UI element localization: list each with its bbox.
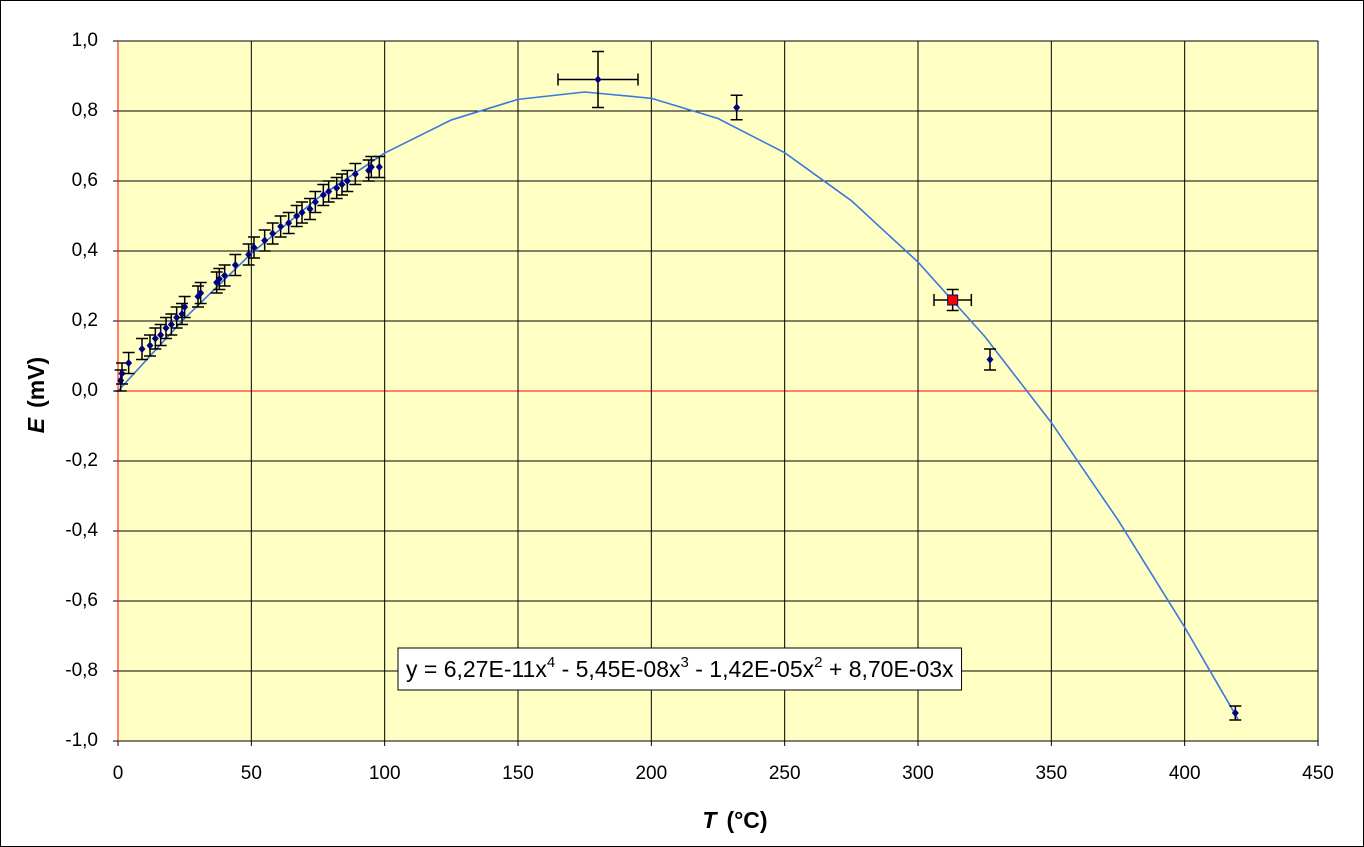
data-point (351, 170, 359, 178)
y-tick-label: -1,0 (65, 730, 98, 751)
data-point (306, 205, 314, 213)
y-tick-label: 0,8 (72, 100, 98, 121)
y-axis-title: E (mV) (23, 357, 49, 433)
data-point (197, 289, 205, 297)
equation: y = 6,27E-11x4 - 5,45E-08x3 - 1,42E-05x2… (406, 654, 954, 682)
x-tick-label: 150 (502, 763, 534, 784)
x-tick-label: 250 (769, 763, 801, 784)
equation-box: y = 6,27E-11x4 - 5,45E-08x3 - 1,42E-05x2… (397, 647, 963, 691)
data-point (162, 324, 170, 332)
y-tick-label: 1,0 (72, 30, 98, 51)
fit-curve (117, 91, 1239, 720)
data-point (261, 236, 269, 245)
data-point (343, 177, 351, 185)
x-tick-label: 100 (369, 763, 401, 784)
data-point (375, 163, 383, 171)
data-point (594, 75, 602, 84)
y-tick-label: 0,6 (72, 170, 98, 191)
equation-term: + 8,70E-03x (822, 656, 954, 682)
data-point (118, 369, 126, 378)
data-point (367, 163, 375, 171)
equation-exponent: 4 (547, 654, 555, 671)
data-point (178, 310, 186, 318)
data-point (215, 275, 223, 283)
y-tick-label: -0,6 (65, 590, 98, 611)
data-point (293, 212, 301, 220)
y-tick-label: 0,0 (72, 380, 98, 401)
data-point (250, 243, 258, 252)
data-point (167, 320, 175, 329)
data-point (338, 180, 346, 189)
data-point (311, 198, 319, 206)
data-point (325, 187, 333, 196)
data-point (151, 334, 159, 343)
y-tick-label: 0,2 (72, 310, 98, 331)
data-point (231, 261, 239, 269)
data-point (1231, 709, 1239, 717)
x-axis-unit: (°C) (726, 807, 767, 833)
data-point (138, 345, 146, 353)
y-tick-label: -0,2 (65, 450, 98, 471)
x-tick-label: 300 (902, 763, 934, 784)
data-point (333, 184, 341, 192)
equation-exponent: 3 (681, 654, 689, 671)
equation-term: - 1,42E-05x (689, 656, 815, 682)
x-tick-label: 350 (1035, 763, 1067, 784)
data-point (277, 222, 285, 231)
x-tick-label: 200 (635, 763, 667, 784)
equation-term: y = 6,27E-11x (406, 656, 547, 682)
equation-frame (397, 647, 963, 691)
y-tick-label: -0,4 (65, 520, 98, 541)
data-point (181, 303, 189, 311)
equation-term: - 5,45E-08x (555, 656, 681, 682)
x-tick-label: 50 (241, 763, 262, 784)
y-tick-label: -0,8 (65, 660, 98, 681)
data-point (245, 250, 253, 259)
data-point (269, 229, 277, 238)
y-axis-symbol: E (23, 417, 49, 433)
x-tick-label: 450 (1302, 763, 1334, 784)
data-point (986, 355, 994, 364)
x-tick-label: 400 (1169, 763, 1201, 784)
y-axis-unit: (mV) (23, 357, 49, 408)
data-point (173, 313, 181, 322)
x-axis-title: T (°C) (702, 807, 767, 833)
data-point (221, 271, 229, 280)
data-point (125, 359, 133, 367)
data-point (298, 208, 306, 217)
data-point (285, 219, 293, 227)
x-tick-label: 0 (113, 763, 124, 784)
data-point (733, 103, 741, 112)
data-point (146, 341, 154, 350)
y-tick-label: 0,4 (72, 240, 99, 261)
equation-exponent: 2 (814, 654, 822, 671)
data-point (319, 191, 327, 199)
data-point (157, 331, 165, 339)
x-axis-symbol: T (702, 807, 718, 833)
data-point (947, 294, 959, 306)
